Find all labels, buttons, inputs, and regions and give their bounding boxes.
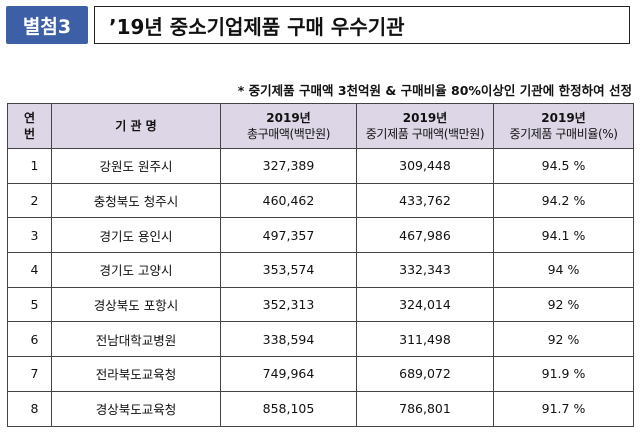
table-row: 1 강원도 원주시 327,389 309,448 94.5 % <box>7 148 634 184</box>
cell-sme: 324,014 <box>356 286 494 323</box>
cell-no: 1 <box>7 148 52 184</box>
cell-ratio: 92 % <box>493 286 634 323</box>
cell-org: 경상북도교육청 <box>51 390 221 427</box>
cell-ratio: 94.2 % <box>493 182 634 219</box>
header-total-label: 총구매액(백만원) <box>246 127 331 141</box>
cell-total: 858,105 <box>220 390 357 427</box>
header-sme-year: 2019년 <box>402 110 448 125</box>
table-row: 8 경상북도교육청 858,105 786,801 91.7 % <box>7 390 634 427</box>
cell-sme: 309,448 <box>356 148 494 184</box>
header-no: 연 번 <box>7 103 52 149</box>
cell-org: 전남대학교병원 <box>51 321 221 358</box>
header-sme-label: 중기제품 구매액(백만원) <box>365 127 485 141</box>
cell-total: 327,389 <box>220 148 357 184</box>
cell-org: 경기도 용인시 <box>51 217 221 254</box>
header-ratio-label: 중기제품 구매비율(%) <box>509 127 618 141</box>
cell-ratio: 94 % <box>493 252 634 288</box>
header-ratio: 2019년 중기제품 구매비율(%) <box>493 103 634 149</box>
table-row: 7 전라북도교육청 749,964 689,072 91.9 % <box>7 356 634 392</box>
header-ratio-year: 2019년 <box>541 110 586 125</box>
table-row: 2 충청북도 청주시 460,462 433,762 94.2 % <box>7 182 634 219</box>
cell-org: 충청북도 청주시 <box>51 182 221 219</box>
table-row: 6 전남대학교병원 338,594 311,498 92 % <box>7 321 634 358</box>
cell-no: 3 <box>7 217 52 254</box>
cell-total: 338,594 <box>220 321 357 358</box>
cell-sme: 467,986 <box>356 217 494 254</box>
cell-org: 강원도 원주시 <box>51 148 221 184</box>
cell-total: 497,357 <box>220 217 357 254</box>
cell-no: 6 <box>7 321 52 358</box>
header-total-year: 2019년 <box>266 110 311 125</box>
header-no-line1: 연 <box>23 110 36 125</box>
cell-total: 460,462 <box>220 182 357 219</box>
selection-criteria-note: * 중기제품 구매액 3천억원 & 구매비율 80%이상인 기관에 한정하여 선… <box>237 83 632 98</box>
header-total: 2019년 총구매액(백만원) <box>220 103 357 149</box>
table-row: 4 경기도 고양시 353,574 332,343 94 % <box>7 252 634 288</box>
cell-sme: 311,498 <box>356 321 494 358</box>
table-row: 3 경기도 용인시 497,357 467,986 94.1 % <box>7 217 634 254</box>
cell-no: 4 <box>7 252 52 288</box>
cell-org: 전라북도교육청 <box>51 356 221 392</box>
cell-sme: 786,801 <box>356 390 494 427</box>
cell-ratio: 94.5 % <box>493 148 634 184</box>
header-sme: 2019년 중기제품 구매액(백만원) <box>356 103 494 149</box>
document-title: ’19년 중소기업제품 구매 우수기관 <box>94 6 630 44</box>
cell-total: 353,574 <box>220 252 357 288</box>
table-header-row: 연 번 기 관 명 2019년 총구매액(백만원) 2019년 중기제품 구매액… <box>7 103 634 149</box>
cell-ratio: 91.9 % <box>493 356 634 392</box>
header-no-line2: 번 <box>23 127 36 141</box>
cell-total: 749,964 <box>220 356 357 392</box>
cell-no: 7 <box>7 356 52 392</box>
cell-no: 2 <box>7 182 52 219</box>
cell-ratio: 91.7 % <box>493 390 634 427</box>
cell-sme: 689,072 <box>356 356 494 392</box>
cell-ratio: 92 % <box>493 321 634 358</box>
cell-no: 5 <box>7 286 52 323</box>
appendix-badge: 별첨3 <box>6 6 88 44</box>
header-org: 기 관 명 <box>51 103 221 149</box>
purchase-table: 연 번 기 관 명 2019년 총구매액(백만원) 2019년 중기제품 구매액… <box>7 103 634 427</box>
cell-ratio: 94.1 % <box>493 217 634 254</box>
table-row: 5 경상북도 포항시 352,313 324,014 92 % <box>7 286 634 323</box>
cell-no: 8 <box>7 390 52 427</box>
cell-org: 경기도 고양시 <box>51 252 221 288</box>
cell-sme: 332,343 <box>356 252 494 288</box>
cell-sme: 433,762 <box>356 182 494 219</box>
cell-total: 352,313 <box>220 286 357 323</box>
cell-org: 경상북도 포항시 <box>51 286 221 323</box>
